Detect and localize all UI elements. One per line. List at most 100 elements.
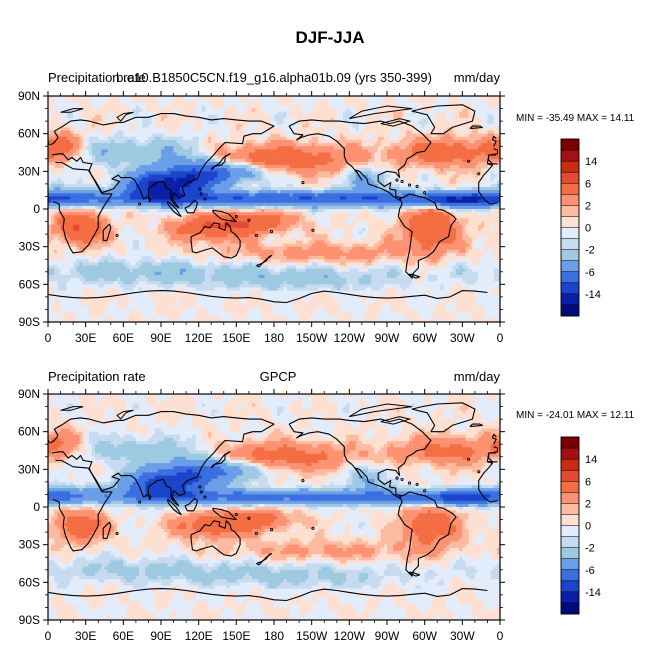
heatmap-cell: [361, 177, 366, 182]
heatmap-cell: [490, 199, 495, 204]
heatmap-cell: [270, 196, 275, 200]
heatmap-cell: [261, 114, 265, 119]
heatmap-cell: [73, 96, 77, 100]
heatmap-cell: [154, 187, 159, 191]
heatmap-cell: [305, 202, 309, 207]
heatmap-cell: [239, 146, 243, 150]
heatmap-cell: [214, 108, 218, 112]
heatmap-cell: [264, 124, 269, 128]
heatmap-cell: [60, 190, 64, 194]
heatmap-cell: [208, 202, 212, 207]
heatmap-cell: [113, 202, 118, 207]
heatmap-cell: [126, 130, 130, 134]
heatmap-cell: [267, 105, 272, 109]
heatmap-cell: [245, 143, 250, 147]
heatmap-cell: [283, 168, 287, 172]
heatmap-cell: [120, 190, 124, 194]
heatmap-cell: [245, 152, 250, 156]
heatmap-cell: [79, 149, 83, 153]
heatmap-cell: [233, 152, 237, 156]
heatmap-cell: [424, 158, 429, 163]
heatmap-cell: [201, 114, 206, 119]
heatmap-cell: [393, 136, 397, 141]
heatmap-cell: [245, 155, 250, 160]
heatmap-cell: [405, 174, 410, 178]
heatmap-cell: [261, 96, 265, 100]
heatmap-cell: [113, 133, 118, 138]
heatmap-cell: [173, 99, 177, 103]
heatmap-cell: [336, 99, 341, 103]
heatmap-cell: [393, 149, 397, 153]
heatmap-cell: [88, 133, 93, 138]
heatmap-cell: [405, 165, 410, 169]
heatmap-cell: [167, 124, 171, 128]
heatmap-cell: [91, 99, 96, 103]
heatmap-cell: [132, 183, 137, 188]
heatmap-cell: [214, 143, 218, 147]
heatmap-cell: [393, 102, 397, 106]
heatmap-cell: [255, 114, 259, 119]
heatmap-cell: [418, 114, 422, 119]
heatmap-cell: [292, 117, 297, 122]
heatmap-cell: [226, 136, 231, 141]
heatmap-cell: [481, 168, 485, 172]
heatmap-cell: [365, 102, 369, 106]
heatmap-cell: [437, 161, 441, 166]
heatmap-cell: [405, 99, 410, 103]
heatmap-cell: [142, 193, 146, 197]
heatmap-cell: [255, 133, 259, 138]
heatmap-cell: [383, 161, 388, 166]
heatmap-cell: [148, 146, 152, 150]
heatmap-cell: [352, 127, 356, 131]
heatmap-cell: [383, 174, 388, 178]
heatmap-cell: [151, 165, 156, 169]
heatmap-cell: [69, 111, 74, 116]
heatmap-cell: [173, 117, 177, 122]
heatmap-cell: [371, 102, 375, 106]
heatmap-cell: [484, 105, 488, 109]
heatmap-cell: [204, 183, 209, 188]
heatmap-cell: [57, 133, 61, 138]
heatmap-cell: [161, 193, 165, 197]
heatmap-cell: [449, 114, 454, 119]
heatmap-cell: [110, 139, 115, 144]
heatmap-cell: [223, 168, 228, 172]
heatmap-cell: [415, 177, 419, 182]
heatmap-cell: [443, 158, 447, 163]
heatmap-cell: [267, 187, 272, 191]
heatmap-cell: [151, 108, 156, 112]
heatmap-cell: [490, 124, 495, 128]
heatmap-cell: [151, 127, 156, 131]
heatmap-cell: [113, 146, 118, 150]
heatmap-cell: [270, 146, 275, 150]
heatmap-cell: [474, 136, 479, 141]
heatmap-cell: [361, 96, 366, 100]
heatmap-cell: [211, 161, 215, 166]
heatmap-cell: [440, 152, 444, 156]
heatmap-cell: [371, 133, 375, 138]
heatmap-cell: [270, 139, 275, 144]
heatmap-cell: [346, 111, 350, 116]
heatmap-cell: [248, 105, 253, 109]
heatmap-cell: [434, 177, 438, 182]
heatmap-cell: [179, 190, 184, 194]
heatmap-cell: [123, 180, 127, 185]
heatmap-cell: [471, 99, 476, 103]
heatmap-cell: [468, 146, 473, 150]
heatmap-cell: [314, 171, 319, 175]
heatmap-cell: [51, 174, 55, 178]
heatmap-cell: [289, 193, 294, 197]
heatmap-cell: [167, 99, 171, 103]
heatmap-cell: [135, 187, 140, 191]
heatmap-cell: [421, 127, 425, 131]
heatmap-cell: [217, 124, 221, 128]
heatmap-cell: [267, 121, 272, 125]
heatmap-cell: [474, 187, 479, 191]
heatmap-cell: [223, 149, 228, 153]
heatmap-cell: [139, 177, 143, 182]
heatmap-cell: [289, 183, 294, 188]
heatmap-cell: [274, 155, 278, 160]
heatmap-cell: [117, 146, 121, 150]
heatmap-cell: [113, 158, 118, 163]
heatmap-cell: [471, 168, 476, 172]
